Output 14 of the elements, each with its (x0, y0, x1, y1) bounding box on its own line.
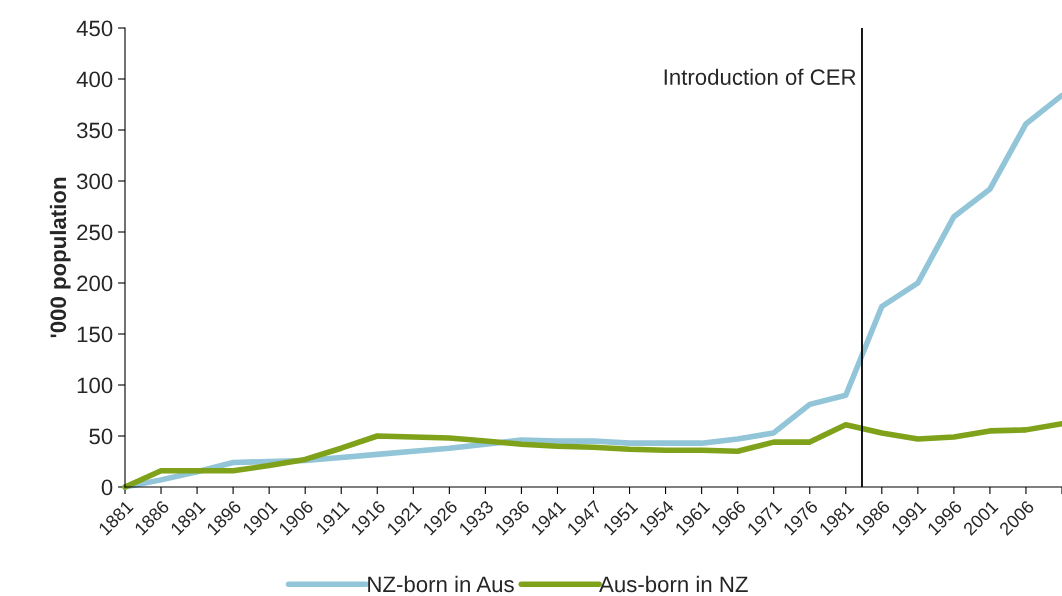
y-tick-label: 450 (76, 20, 113, 37)
y-tick-label: 400 (76, 71, 113, 88)
annotation: Introduction of CER (664, 68, 856, 85)
y-tick-label: 150 (77, 326, 113, 343)
y-tick-label: 100 (77, 377, 113, 394)
y-tick-label: 250 (77, 224, 113, 241)
y-tick-label: 50 (89, 428, 113, 445)
legend-label: NZ-born in Aus (368, 575, 514, 593)
y-tick-label: 200 (77, 275, 113, 292)
y-axis-title: '000 population (49, 177, 71, 338)
legend-label: Aus-born in NZ (599, 575, 748, 593)
y-tick-label: 300 (76, 173, 113, 190)
y-tick-label: 0 (101, 479, 113, 496)
y-tick-label: 350 (76, 122, 113, 139)
